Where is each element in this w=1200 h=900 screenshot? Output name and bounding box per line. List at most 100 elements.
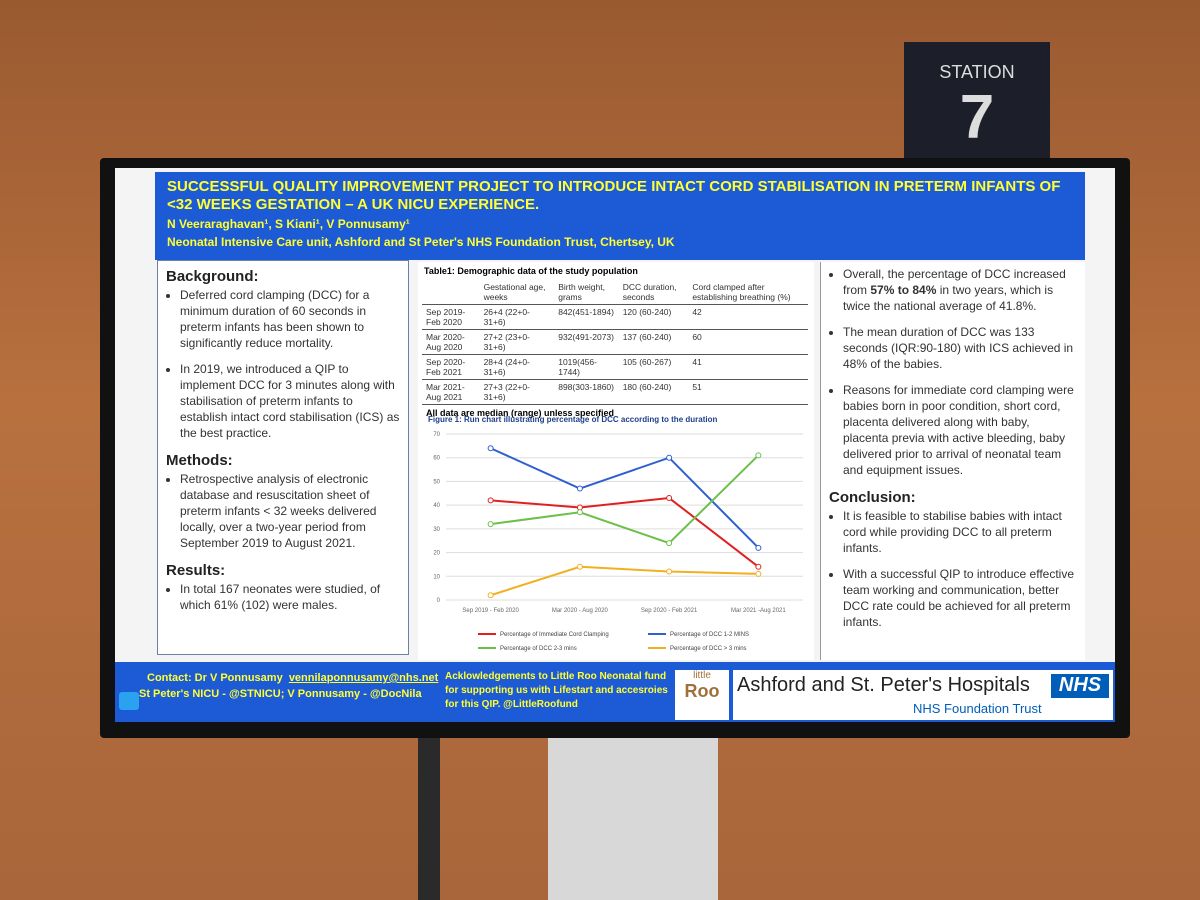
bullet-text: in two years, which is twice the nationa…	[843, 283, 1054, 313]
y-tick-label: 30	[433, 527, 440, 533]
bullet: It is feasible to stabilise babies with …	[843, 508, 1077, 556]
hospital-name: Ashford and St. Peter's Hospitals	[737, 674, 1030, 696]
stand-left	[418, 738, 440, 900]
footer: Contact: Dr V Ponnusamy vennilaponnusamy…	[115, 662, 1115, 722]
bullet-text: Reasons for immediate cord clamping were…	[843, 383, 1074, 477]
left-panel: Background: Deferred cord clamping (DCC) …	[157, 260, 409, 655]
table-header-cell: Gestational age, weeks	[479, 280, 555, 305]
bullet: Overall, the percentage of DCC increased…	[843, 266, 1077, 314]
table-cell: 180 (60-240)	[618, 379, 689, 405]
chart-title: Figure 1: Run chart illustrating percent…	[428, 415, 717, 424]
table-cell: 28+4 (24+0-31+6)	[479, 354, 555, 380]
series-line	[490, 447, 760, 549]
data-point	[666, 495, 673, 502]
y-tick-label: 10	[433, 574, 440, 580]
table-cell	[422, 280, 480, 305]
table-row: Sep 2019-Feb 2020 26+4 (22+0-31+6) 842(451…	[422, 304, 808, 330]
data-point	[576, 509, 583, 516]
bullet: The mean duration of DCC was 133 seconds…	[843, 324, 1077, 372]
bullet-list: Retrospective analysis of electronic dat…	[166, 471, 400, 551]
table-cell: 842(451-1894)	[554, 304, 619, 330]
x-tick-label: Mar 2020 - Aug 2020	[552, 608, 609, 614]
table-header-row: Gestational age, weeks Birth weight, gram…	[422, 280, 808, 305]
poster-header: SUCCESSFUL QUALITY IMPROVEMENT PROJECT T…	[155, 172, 1085, 260]
chart: Figure 1: Run chart illustrating percent…	[428, 415, 803, 652]
series-line	[490, 565, 759, 597]
bullet-text: The mean duration of DCC was 133 seconds…	[843, 325, 1074, 371]
nhs-logo-block: Ashford and St. Peter's Hospitals NHS NH…	[733, 670, 1113, 720]
data-point	[576, 485, 583, 492]
x-tick-label: Sep 2020 - Feb 2021	[641, 608, 698, 614]
middle-panel: Table1: Demographic data of the study po…	[418, 262, 814, 660]
bullet-list: Deferred cord clamping (DCC) for a minim…	[166, 287, 400, 441]
x-tick-label: Sep 2019 - Feb 2020	[462, 608, 519, 614]
table-note: All data are median (range) unless speci…	[426, 408, 615, 418]
data-point	[666, 454, 673, 461]
data-point	[755, 544, 762, 551]
bullet-text: 57% to 84%	[870, 283, 937, 297]
bullet: Deferred cord clamping (DCC) for a minim…	[180, 287, 400, 351]
trust-name: NHS Foundation Trust	[913, 701, 1042, 716]
legend-label: Percentage of DCC 2-3 mins	[500, 646, 577, 652]
table-cell: 137 (60-240)	[618, 329, 689, 355]
bullet: In 2019, we introduced a QIP to implemen…	[180, 361, 400, 441]
stand-pole	[548, 738, 718, 900]
data-point	[755, 452, 762, 459]
legend-label: Percentage of DCC 1-2 MINS	[670, 632, 749, 638]
data-point	[755, 563, 762, 570]
table-caption: Table1: Demographic data of the study po…	[424, 266, 638, 276]
email[interactable]: vennilaponnusamy@nhs.net	[288, 672, 439, 684]
data-point	[487, 592, 494, 599]
nhs-badge: NHS	[1051, 674, 1109, 698]
legend-label: Percentage of DCC > 3 mins	[670, 646, 747, 652]
right-panel: Overall, the percentage of DCC increased…	[820, 262, 1085, 660]
data-point	[666, 540, 673, 547]
table-cell: Mar 2021-Aug 2021	[422, 379, 480, 405]
data-point	[487, 521, 494, 528]
y-tick-label: 40	[433, 503, 440, 509]
y-tick-label: 60	[433, 456, 440, 462]
data-point	[487, 445, 494, 452]
bullet-list: In total 167 neonates were studied, of w…	[166, 581, 400, 613]
table-cell: Sep 2020-Feb 2021	[422, 354, 480, 380]
logo-small: little	[693, 670, 711, 681]
table-cell: Sep 2019-Feb 2020	[422, 304, 480, 330]
legend-label: Percentage of Immediate Cord Clamping	[500, 632, 609, 638]
table-header-cell: DCC duration, seconds	[618, 280, 689, 305]
table-cell: 27+2 (23+0-31+6)	[479, 329, 555, 355]
bullet: In total 167 neonates were studied, of w…	[180, 581, 400, 613]
table-row: Mar 2020-Aug 2020 27+2 (23+0-31+6) 932(491…	[422, 329, 808, 355]
y-tick-label: 0	[437, 598, 441, 604]
table-row: Sep 2020-Feb 2021 28+4 (24+0-31+6) 1019(45…	[422, 354, 808, 380]
table-cell: 120 (60-240)	[618, 304, 689, 330]
table-header-cell: Cord clamped after establishing breathin…	[688, 280, 808, 305]
roo-logo: little Roo	[675, 670, 729, 720]
station-label: STATION	[939, 62, 1015, 82]
bullet: Reasons for immediate cord clamping were…	[843, 382, 1077, 478]
table: Gestational age, weeks Birth weight, gram…	[422, 280, 808, 405]
table-cell: 105 (60-267)	[618, 354, 689, 380]
bullet-text: Overall, the percentage of DCC increased…	[843, 267, 1066, 297]
bullet: With a successful QIP to introduce effec…	[843, 566, 1077, 630]
x-tick-label: Mar 2021 -Aug 2021	[731, 608, 786, 614]
table-cell: 26+4 (22+0-31+6)	[479, 304, 555, 330]
twitter-icon	[119, 692, 139, 710]
logo-big: Roo	[684, 681, 720, 701]
table-row: Mar 2021-Aug 2021 27+3 (22+0-31+6) 898(303…	[422, 379, 808, 405]
table-cell: 60	[688, 329, 808, 355]
bullet-list: Overall, the percentage of DCC increased…	[829, 266, 1077, 478]
social: St Peter's NICU - @STNICU; V Ponnusamy -…	[139, 688, 422, 700]
y-tick-label: 70	[433, 432, 440, 438]
section-heading: Background:	[166, 268, 259, 285]
y-tick-label: 50	[433, 479, 440, 485]
affiliation: Neonatal Intensive Care unit, Ashford an…	[167, 235, 675, 249]
contact: Contact: Dr V Ponnusamy vennilaponnusamy…	[147, 672, 438, 684]
acknowledgement: Acklowledgements to Little Roo Neonatal …	[445, 671, 668, 710]
table-header-cell: Birth weight, grams	[554, 280, 619, 305]
data-point	[576, 563, 583, 570]
table-cell: 41	[688, 354, 808, 380]
station-number: 7	[959, 83, 995, 152]
table-cell: 932(491-2073)	[554, 329, 619, 355]
table-cell: Mar 2020-Aug 2020	[422, 329, 480, 355]
